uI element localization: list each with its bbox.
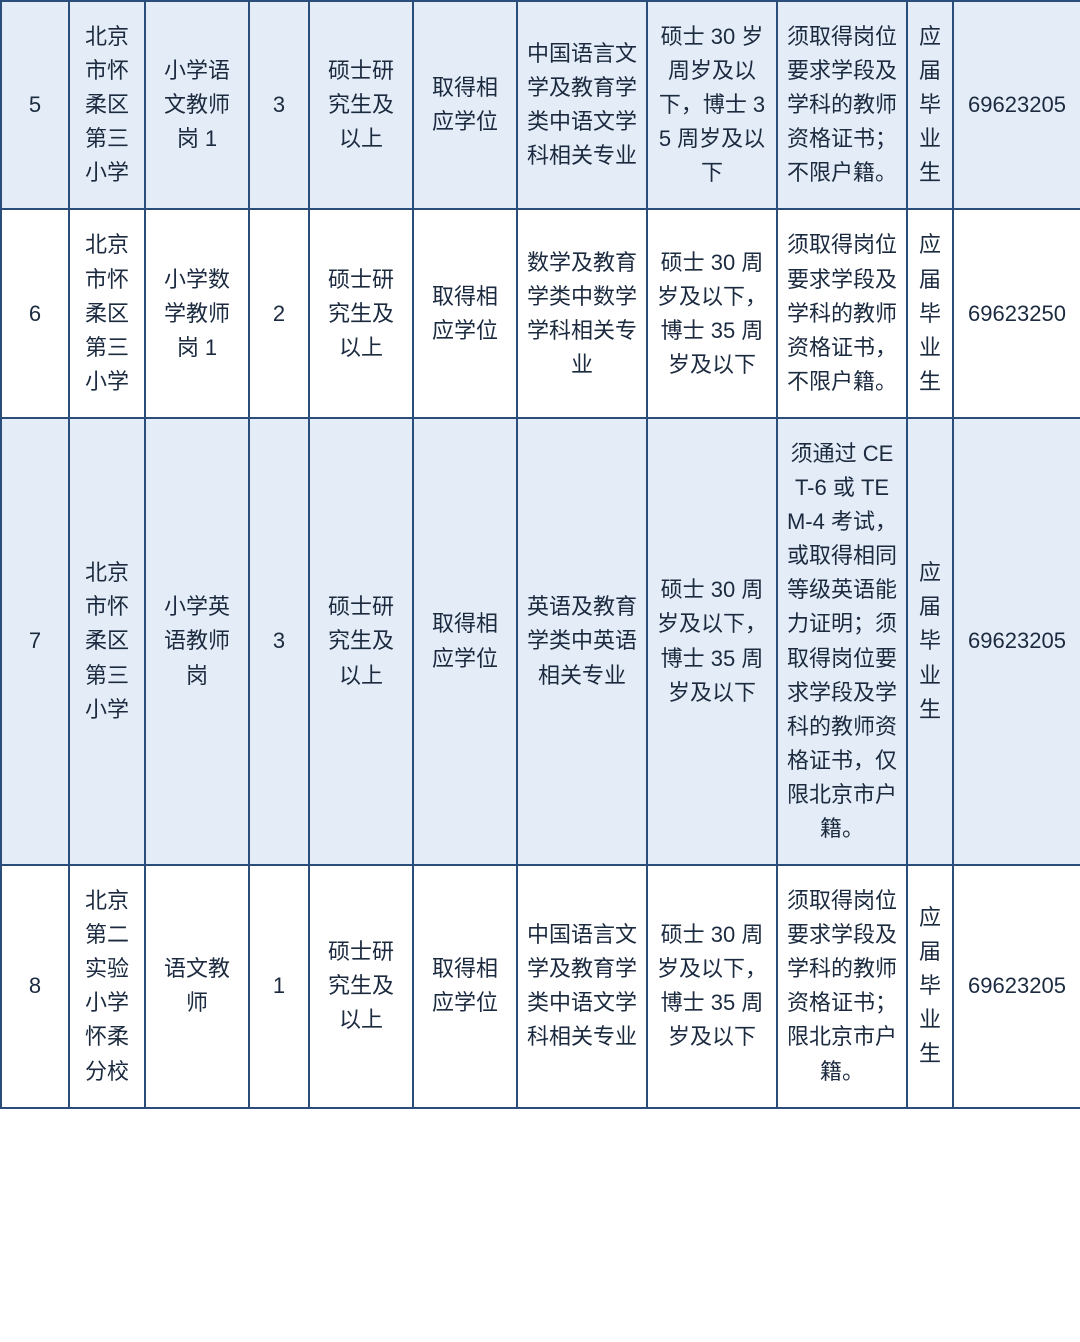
cell-major: 中国语言文学及教育学类中语文学科相关专业: [517, 1, 647, 209]
cell-phone: 69623205: [953, 1, 1080, 209]
cell-position: 语文教师: [145, 865, 249, 1108]
cell-age: 硕士 30 周岁及以下，博士 35 周岁及以下: [647, 418, 777, 865]
cell-other: 须取得岗位要求学段及学科的教师资格证书；限北京市户籍。: [777, 865, 907, 1108]
cell-other: 须取得岗位要求学段及学科的教师资格证书；不限户籍。: [777, 1, 907, 209]
cell-age: 硕士 30 周岁及以下，博士 35 周岁及以下: [647, 209, 777, 417]
cell-edu: 硕士研究生及以上: [309, 865, 413, 1108]
cell-count: 1: [249, 865, 309, 1108]
cell-school: 北京市怀柔区第三小学: [69, 418, 145, 865]
cell-school: 北京市怀柔区第三小学: [69, 1, 145, 209]
cell-major: 英语及教育学类中英语相关专业: [517, 418, 647, 865]
cell-grad: 应届毕业生: [907, 1, 953, 209]
cell-degree: 取得相应学位: [413, 1, 517, 209]
cell-school: 北京市怀柔区第三小学: [69, 209, 145, 417]
cell-edu: 硕士研究生及以上: [309, 1, 413, 209]
cell-major: 数学及教育学类中数学学科相关专业: [517, 209, 647, 417]
cell-school: 北京第二实验小学怀柔分校: [69, 865, 145, 1108]
cell-grad: 应届毕业生: [907, 865, 953, 1108]
cell-other: 须通过 CET-6 或 TEM-4 考试，或取得相同等级英语能力证明；须取得岗位…: [777, 418, 907, 865]
cell-count: 3: [249, 418, 309, 865]
cell-grad: 应届毕业生: [907, 418, 953, 865]
cell-idx: 8: [1, 865, 69, 1108]
cell-idx: 5: [1, 1, 69, 209]
cell-phone: 69623205: [953, 418, 1080, 865]
cell-other: 须取得岗位要求学段及学科的教师资格证书，不限户籍。: [777, 209, 907, 417]
cell-grad: 应届毕业生: [907, 209, 953, 417]
table-body: 5北京市怀柔区第三小学小学语文教师岗 13硕士研究生及以上取得相应学位中国语言文…: [1, 1, 1080, 1108]
cell-position: 小学数学教师岗 1: [145, 209, 249, 417]
table-row: 8北京第二实验小学怀柔分校语文教师1硕士研究生及以上取得相应学位中国语言文学及教…: [1, 865, 1080, 1108]
table-row: 7北京市怀柔区第三小学小学英语教师岗3硕士研究生及以上取得相应学位英语及教育学类…: [1, 418, 1080, 865]
cell-phone: 69623205: [953, 865, 1080, 1108]
cell-major: 中国语言文学及教育学类中语文学科相关专业: [517, 865, 647, 1108]
table-row: 5北京市怀柔区第三小学小学语文教师岗 13硕士研究生及以上取得相应学位中国语言文…: [1, 1, 1080, 209]
cell-phone: 69623250: [953, 209, 1080, 417]
cell-age: 硕士 30 岁周岁及以下，博士 35 周岁及以下: [647, 1, 777, 209]
table-row: 6北京市怀柔区第三小学小学数学教师岗 12硕士研究生及以上取得相应学位数学及教育…: [1, 209, 1080, 417]
cell-position: 小学英语教师岗: [145, 418, 249, 865]
cell-count: 3: [249, 1, 309, 209]
cell-count: 2: [249, 209, 309, 417]
cell-edu: 硕士研究生及以上: [309, 209, 413, 417]
job-table: 5北京市怀柔区第三小学小学语文教师岗 13硕士研究生及以上取得相应学位中国语言文…: [0, 0, 1080, 1109]
cell-degree: 取得相应学位: [413, 418, 517, 865]
cell-position: 小学语文教师岗 1: [145, 1, 249, 209]
cell-idx: 6: [1, 209, 69, 417]
cell-idx: 7: [1, 418, 69, 865]
cell-age: 硕士 30 周岁及以下，博士 35 周岁及以下: [647, 865, 777, 1108]
cell-degree: 取得相应学位: [413, 865, 517, 1108]
cell-edu: 硕士研究生及以上: [309, 418, 413, 865]
cell-degree: 取得相应学位: [413, 209, 517, 417]
